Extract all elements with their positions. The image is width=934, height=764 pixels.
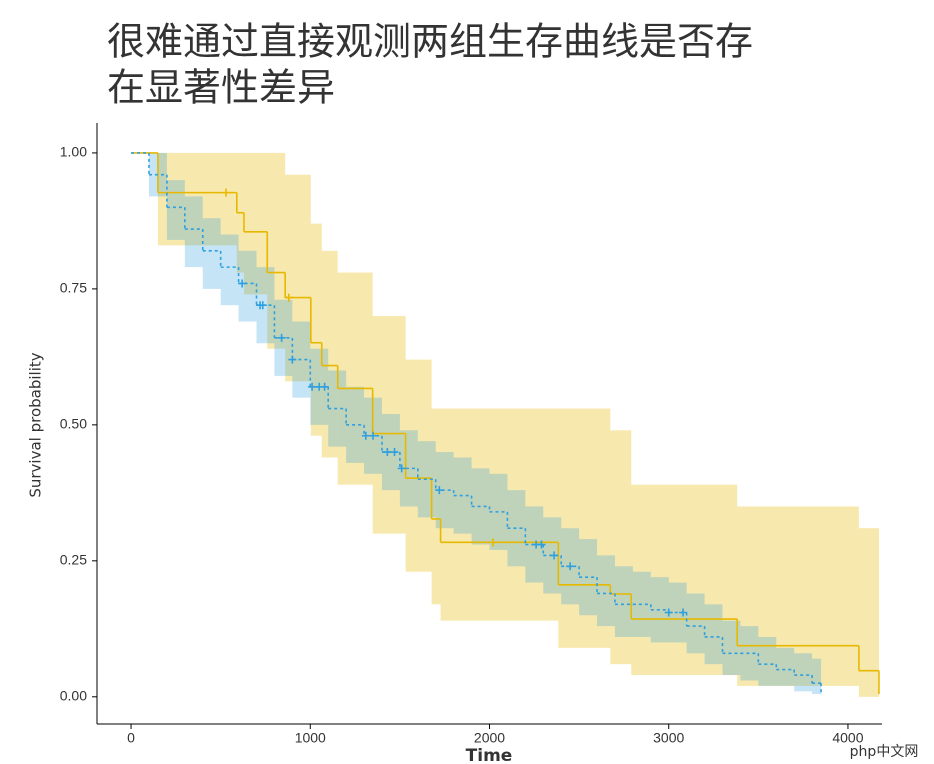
censor-mark [369,431,378,440]
censor-mark [238,279,247,288]
confidence-band [631,484,738,676]
chart-title-line: 很难通过直接观测两组生存曲线是否存 [107,20,753,64]
censor-mark [537,540,546,549]
confidence-band [610,430,632,665]
confidence-band [776,647,795,686]
censor-mark [258,301,267,310]
confidence-band [737,506,859,686]
censor-mark [397,464,406,473]
confidence-band [166,180,185,240]
censor-mark [222,188,231,197]
confidence-band [440,408,559,621]
confidence-band [558,408,611,648]
censor-mark [679,608,688,617]
chart-title-line: 在显著性差异 [107,66,335,110]
y-tick-label: 0.50 [60,416,87,432]
confidence-band [184,196,203,268]
confidence-band [614,566,633,637]
confidence-band [812,658,822,695]
censor-mark [308,382,317,391]
confidence-band [285,174,311,382]
censor-mark [550,551,559,560]
confidence-band [238,250,257,322]
censor-mark [288,355,297,364]
confidence-band [202,218,221,289]
y-tick-label: 0.25 [60,552,87,568]
y-axis-label: Survival probability [27,352,45,497]
confidence-band [220,234,239,306]
y-tick-label: 1.00 [60,144,87,160]
x-tick-label: 3000 [653,730,684,746]
censor-mark [390,448,399,457]
confidence-band [704,604,723,665]
confidence-band [722,620,741,676]
x-tick-label: 1000 [295,730,326,746]
y-tick-label: 0.00 [60,688,87,704]
confidence-band [243,152,268,295]
censor-mark [383,448,392,457]
confidence-band [321,250,338,458]
confidence-band [267,152,286,349]
confidence-band [431,408,441,605]
confidence-band [758,636,777,686]
watermark: php中文网 [850,744,919,760]
x-tick-label: 0 [127,730,135,746]
confidence-band [858,528,879,697]
confidence-band [337,272,373,485]
confidence-band [794,653,813,692]
confidence-band [157,152,237,246]
censor-mark [320,382,329,391]
confidence-band [372,316,406,534]
confidence-band [597,555,615,627]
confidence-band [310,223,322,436]
censor-mark [489,538,498,547]
confidence-band [405,359,432,572]
x-axis-label: Time [466,746,513,764]
x-tick-label: 4000 [832,730,863,746]
x-tick-label: 2000 [474,730,505,746]
y-tick-label: 0.75 [60,280,87,296]
censor-mark [435,486,444,495]
censor-mark [566,562,575,571]
censor-mark [664,608,673,617]
censor-mark [277,333,286,342]
censor-mark [361,431,370,440]
confidence-band [686,593,705,654]
censor-mark [284,293,293,302]
